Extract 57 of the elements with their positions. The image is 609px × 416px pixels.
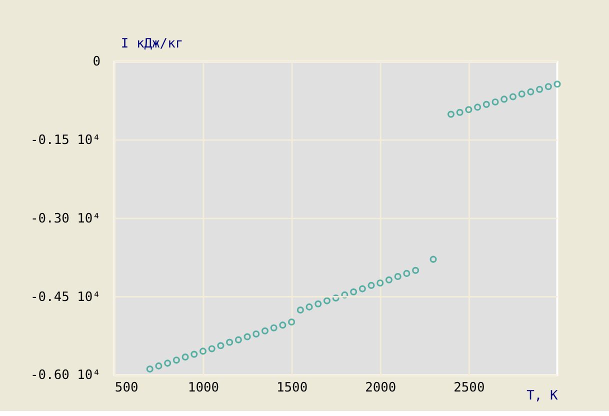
- point: [368, 282, 375, 289]
- text: -0.45 10⁴: [30, 290, 101, 305]
- point: [306, 303, 313, 310]
- point: [554, 80, 561, 88]
- x-tick-label: 1000: [188, 380, 220, 396]
- text: -0.15 10⁴: [30, 133, 101, 148]
- point: [492, 98, 499, 106]
- x-axis-title: T, K: [526, 388, 558, 404]
- point: [261, 327, 269, 334]
- point: [270, 324, 278, 332]
- point: [244, 333, 251, 340]
- point: [164, 360, 172, 367]
- point: [482, 100, 490, 108]
- point: [350, 288, 358, 296]
- point: [358, 285, 366, 292]
- point: [182, 354, 189, 361]
- point: [341, 291, 348, 298]
- point: [376, 279, 384, 286]
- point: [314, 300, 322, 308]
- point: [527, 88, 534, 96]
- point: [279, 322, 286, 329]
- point: [332, 294, 340, 302]
- point: [226, 338, 234, 346]
- point: [412, 266, 420, 274]
- x-tick-label: 500: [114, 380, 138, 396]
- point: [296, 306, 304, 314]
- point: [509, 93, 516, 100]
- point: [447, 110, 454, 118]
- text: -0.30 10⁴: [30, 211, 101, 226]
- text: -0.60 10⁴: [30, 368, 101, 384]
- x-tick-label: 2500: [454, 380, 485, 396]
- text: 0: [92, 54, 101, 70]
- point: [234, 336, 242, 344]
- point: [394, 273, 402, 280]
- point: [172, 356, 180, 364]
- point: [155, 362, 162, 370]
- point: [536, 86, 544, 93]
- point: [403, 270, 410, 277]
- point: [208, 345, 216, 352]
- point: [252, 330, 260, 338]
- point: [465, 106, 472, 114]
- x-tick-label: 1500: [276, 380, 308, 396]
- point: [474, 104, 482, 111]
- point: [500, 96, 508, 103]
- x-tick-label: 2000: [365, 380, 396, 396]
- point: [323, 297, 331, 304]
- point: [146, 366, 154, 373]
- point: [544, 83, 552, 90]
- point: [518, 90, 526, 98]
- point: [217, 342, 224, 350]
- point: [430, 256, 437, 263]
- point: [288, 318, 296, 326]
- point: [190, 350, 198, 358]
- point: [385, 276, 393, 284]
- point: [199, 348, 207, 355]
- point: [456, 108, 464, 116]
- y-axis-title: I кДж/кг: [120, 36, 184, 52]
